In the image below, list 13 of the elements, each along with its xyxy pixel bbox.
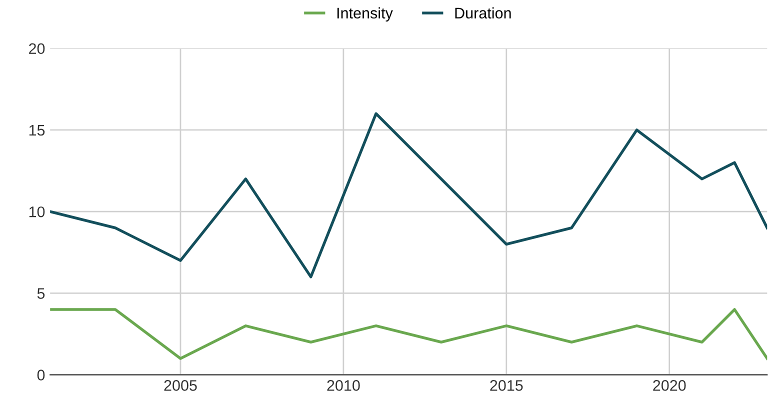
legend-label: Duration [455,7,511,19]
x-tick-label: 2020 [653,380,686,391]
y-tick-label: 20 [29,43,45,54]
y-tick-label: 5 [37,288,45,299]
y-tick-label: 0 [37,370,45,380]
legend-label: Intensity [337,7,393,22]
x-tick-label: 2015 [490,380,523,391]
y-tick-label: 10 [29,206,45,218]
line-series [50,112,768,278]
x-tick-label: 2010 [327,380,360,391]
x-tick-label: 2005 [164,380,197,391]
line-series [50,308,768,360]
y-tick-label: 15 [29,124,45,136]
